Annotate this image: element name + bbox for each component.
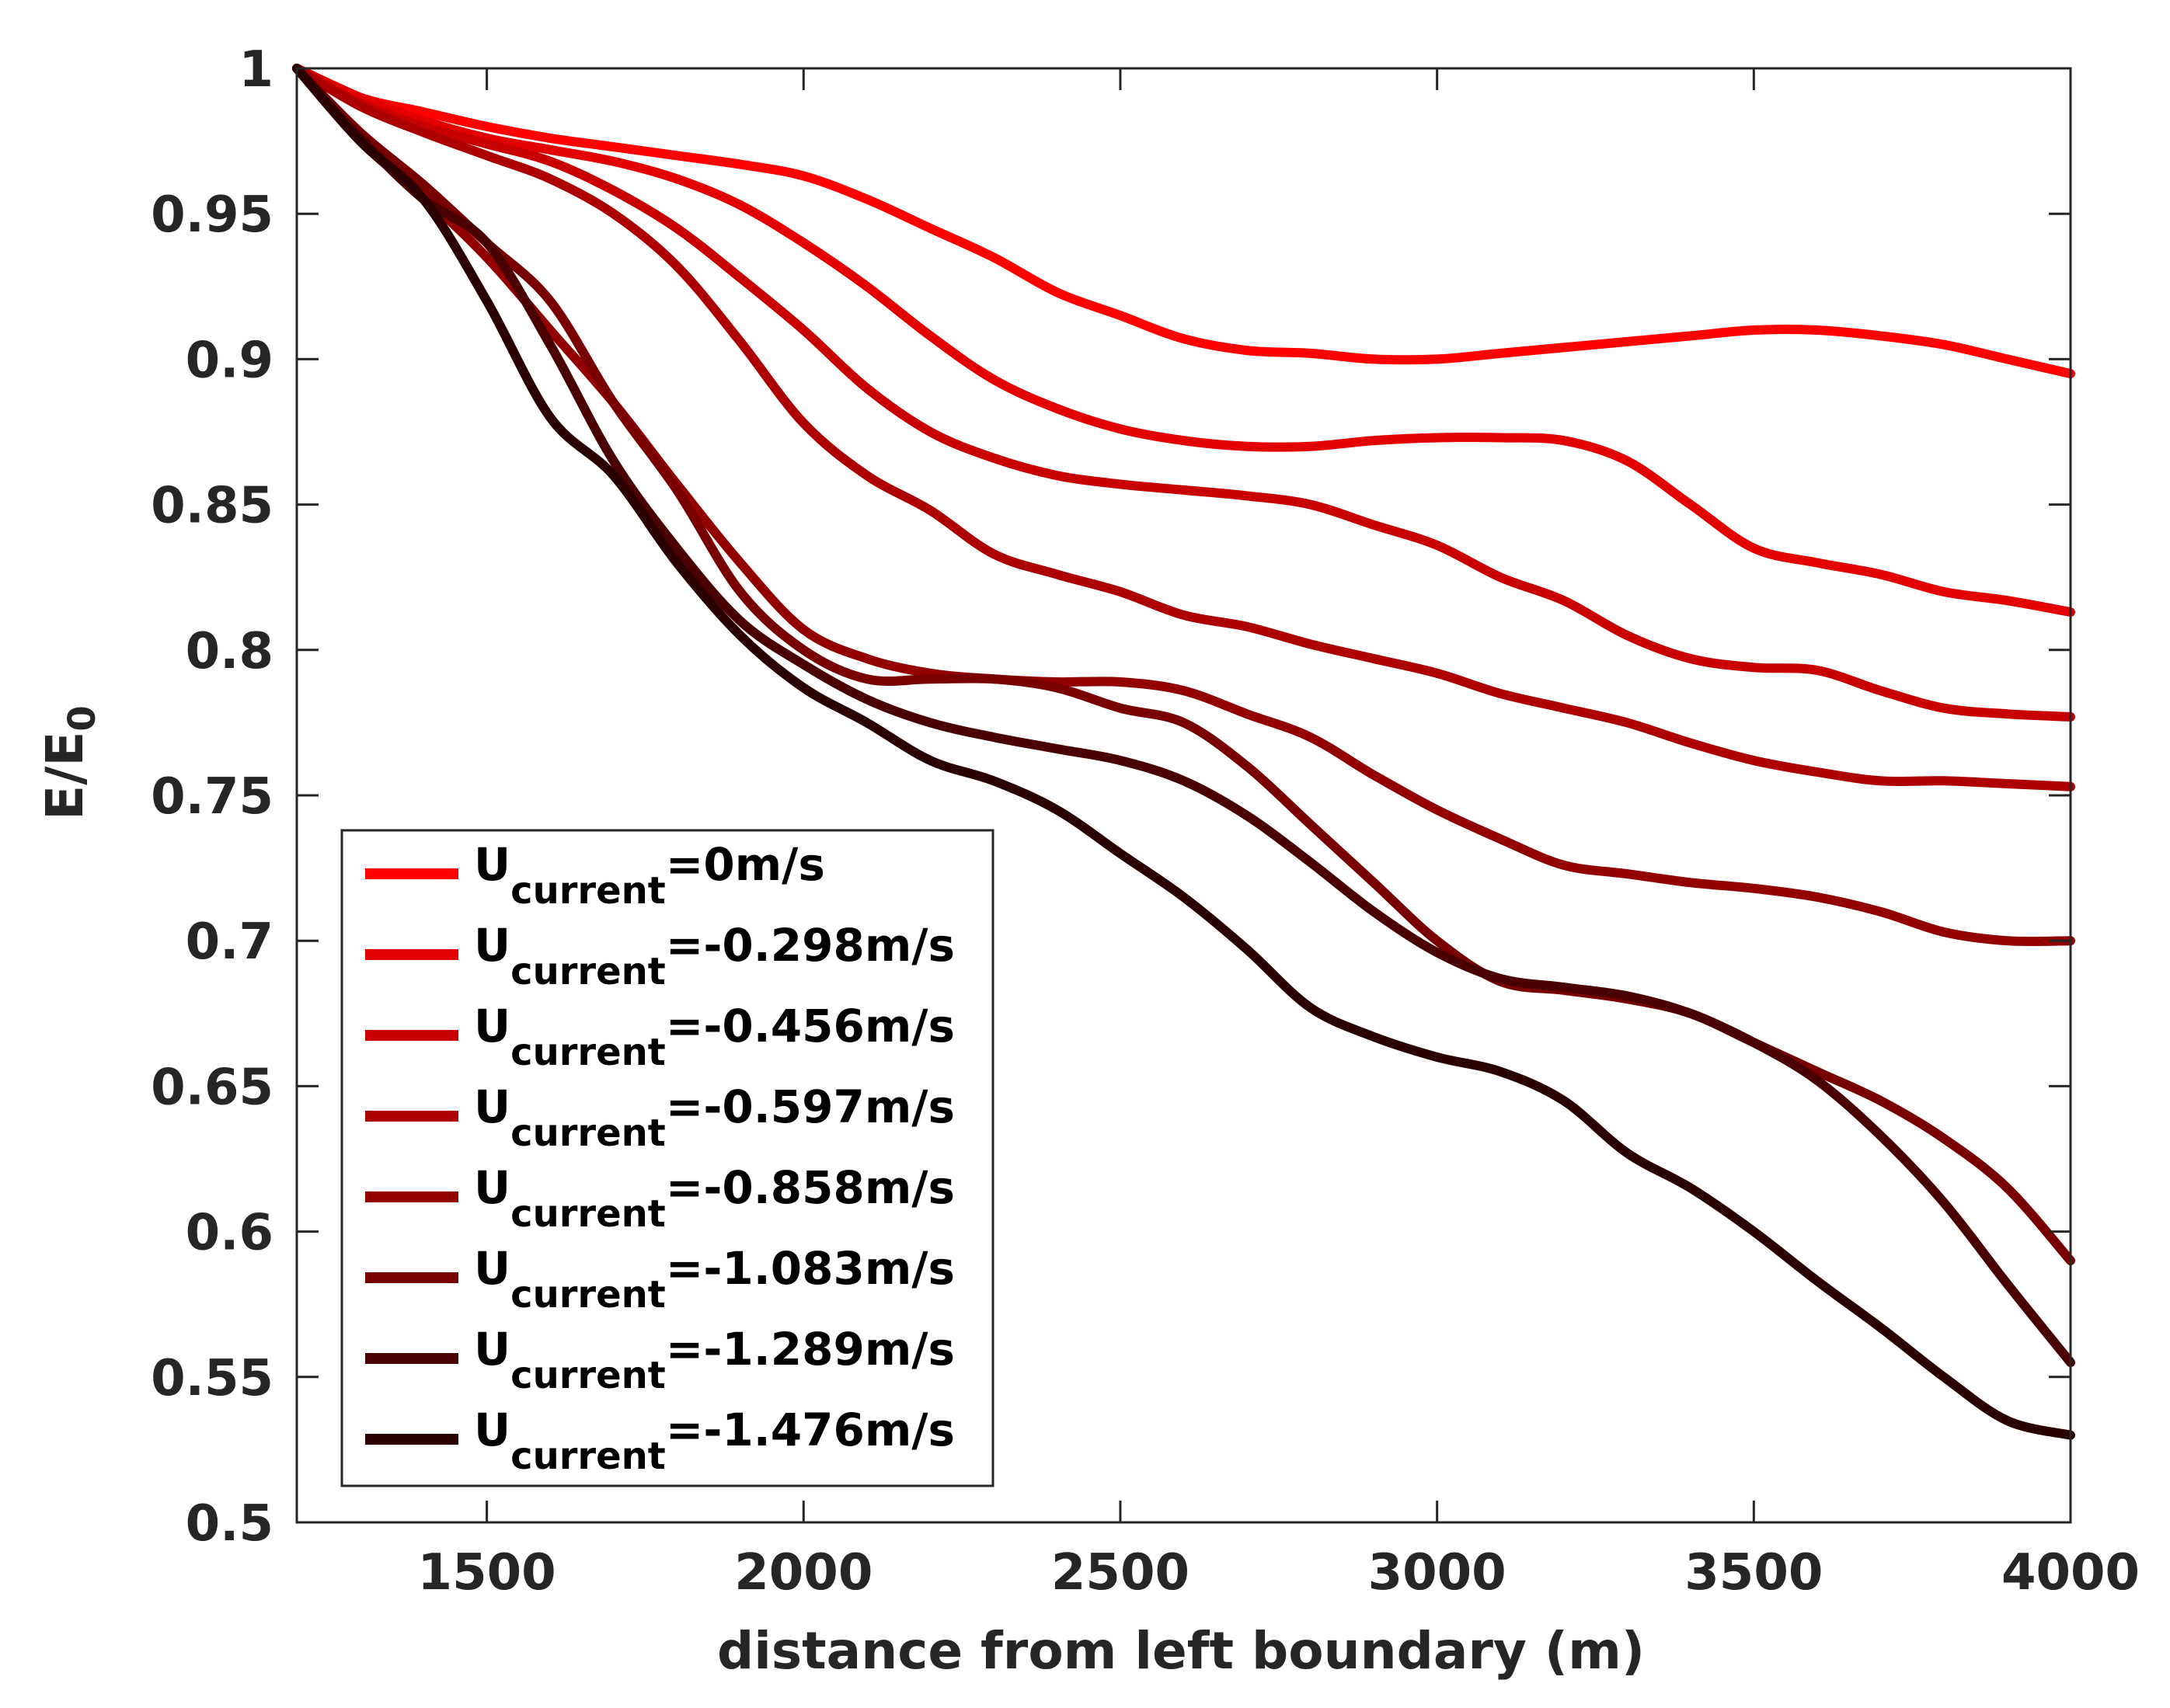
x-axis-title: distance from left boundary (m) [717, 1621, 1645, 1681]
x-tick-label: 2000 [734, 1544, 873, 1602]
y-axis-title: E/E0 [35, 705, 104, 820]
series-line-1 [292, 64, 2075, 379]
y-tick-label: 0.6 [186, 1205, 273, 1262]
tick-marks [297, 67, 2072, 1524]
legend-label-5: Ucurrent=-0.858m/s [474, 1161, 955, 1236]
legend-label-3: Ucurrent=-0.456m/s [474, 1000, 955, 1074]
series-lines [292, 64, 2075, 1440]
legend-label-8: Ucurrent=-1.476m/s [474, 1404, 955, 1478]
legend-label-7: Ucurrent=-1.289m/s [474, 1323, 955, 1397]
legend-box [340, 829, 994, 1487]
series-line-8 [292, 64, 2075, 1440]
y-tick-label: 0.7 [186, 913, 273, 971]
y-axis-title-sub: 0 [61, 705, 104, 731]
x-tick-label: 4000 [2001, 1544, 2140, 1602]
y-tick-label: 0.85 [151, 478, 273, 535]
x-tick-label: 1500 [418, 1544, 556, 1602]
legend-label-1: Ucurrent=0m/s [474, 838, 825, 913]
x-tick-label: 3000 [1368, 1544, 1506, 1602]
x-tick-label: 3500 [1684, 1544, 1823, 1602]
series-line-3 [292, 64, 2075, 722]
y-tick-label: 0.9 [186, 332, 273, 389]
legend: Ucurrent=0m/sUcurrent=-0.298m/sUcurrent=… [340, 829, 994, 1487]
y-tick-label: 0.8 [186, 623, 273, 680]
series-line-7 [292, 64, 2075, 1368]
y-tick-label: 1 [239, 41, 273, 99]
x-tick-label: 2500 [1051, 1544, 1189, 1602]
legend-label-4: Ucurrent=-0.597m/s [474, 1080, 955, 1155]
y-tick-label: 0.55 [151, 1350, 273, 1407]
legend-label-2: Ucurrent=-0.298m/s [474, 919, 955, 993]
legend-label-6: Ucurrent=-1.083m/s [474, 1242, 955, 1317]
series-line-4 [292, 64, 2075, 791]
svg-text:E/E0: E/E0 [35, 705, 104, 820]
tick-labels: 1500 2000 2500 3000 3500 4000 0.5 0.55 0.6 0.65 0.… [151, 41, 2140, 1602]
y-tick-label: 0.5 [186, 1495, 273, 1553]
y-tick-label: 0.75 [151, 768, 273, 826]
y-tick-label: 0.95 [151, 186, 273, 244]
y-tick-label: 0.65 [151, 1059, 273, 1116]
y-axis-title-main: E/E [35, 732, 95, 820]
series-line-2 [292, 64, 2075, 617]
series-line-5 [292, 64, 2075, 947]
